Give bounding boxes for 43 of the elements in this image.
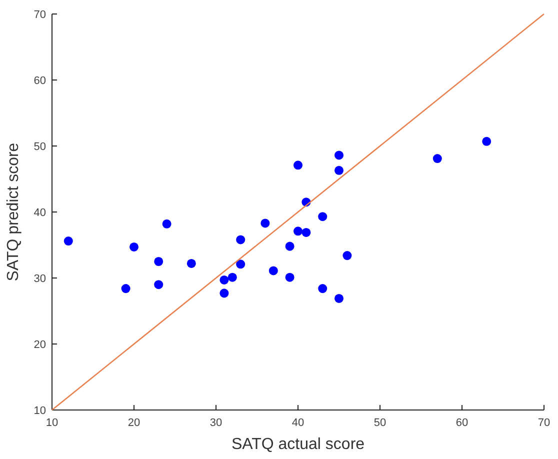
x-tick-label: 50 [374,417,386,429]
y-axis-title: SATQ predict score [5,142,22,282]
x-tick-label: 10 [46,417,58,429]
point [268,266,278,276]
point [236,235,246,244]
y-tick-label: 40 [34,207,46,219]
x-axis-title: SATQ actual score [231,436,365,453]
point [162,219,172,228]
point [121,284,130,294]
point [260,218,270,228]
point [285,272,294,282]
point [318,212,328,222]
x-tick-label: 20 [128,417,140,429]
point [154,256,164,266]
y-tick-label: 10 [34,405,46,417]
point [293,160,303,170]
point [220,275,229,284]
point [318,284,328,294]
point [236,260,246,269]
x-tick-label: 60 [456,417,468,429]
point [432,154,442,164]
point [293,226,303,236]
point [129,242,139,252]
x-tick-label: 30 [210,417,222,429]
y-tick-label: 50 [34,141,46,153]
point [334,166,344,175]
point [334,150,344,160]
x-tick-label: 70 [538,417,550,429]
y-tick-label: 20 [34,339,46,351]
point [285,242,294,251]
point [302,228,311,237]
point [154,280,164,290]
point [220,288,229,298]
y-tick-label: 30 [34,273,46,285]
point [186,258,196,268]
point [334,294,344,303]
y-tick-label: 70 [34,9,46,21]
point [64,236,73,246]
y-tick-label: 60 [34,75,46,87]
x-tick-label: 40 [292,417,304,429]
point [342,251,352,260]
point [228,272,237,282]
point [482,136,492,146]
